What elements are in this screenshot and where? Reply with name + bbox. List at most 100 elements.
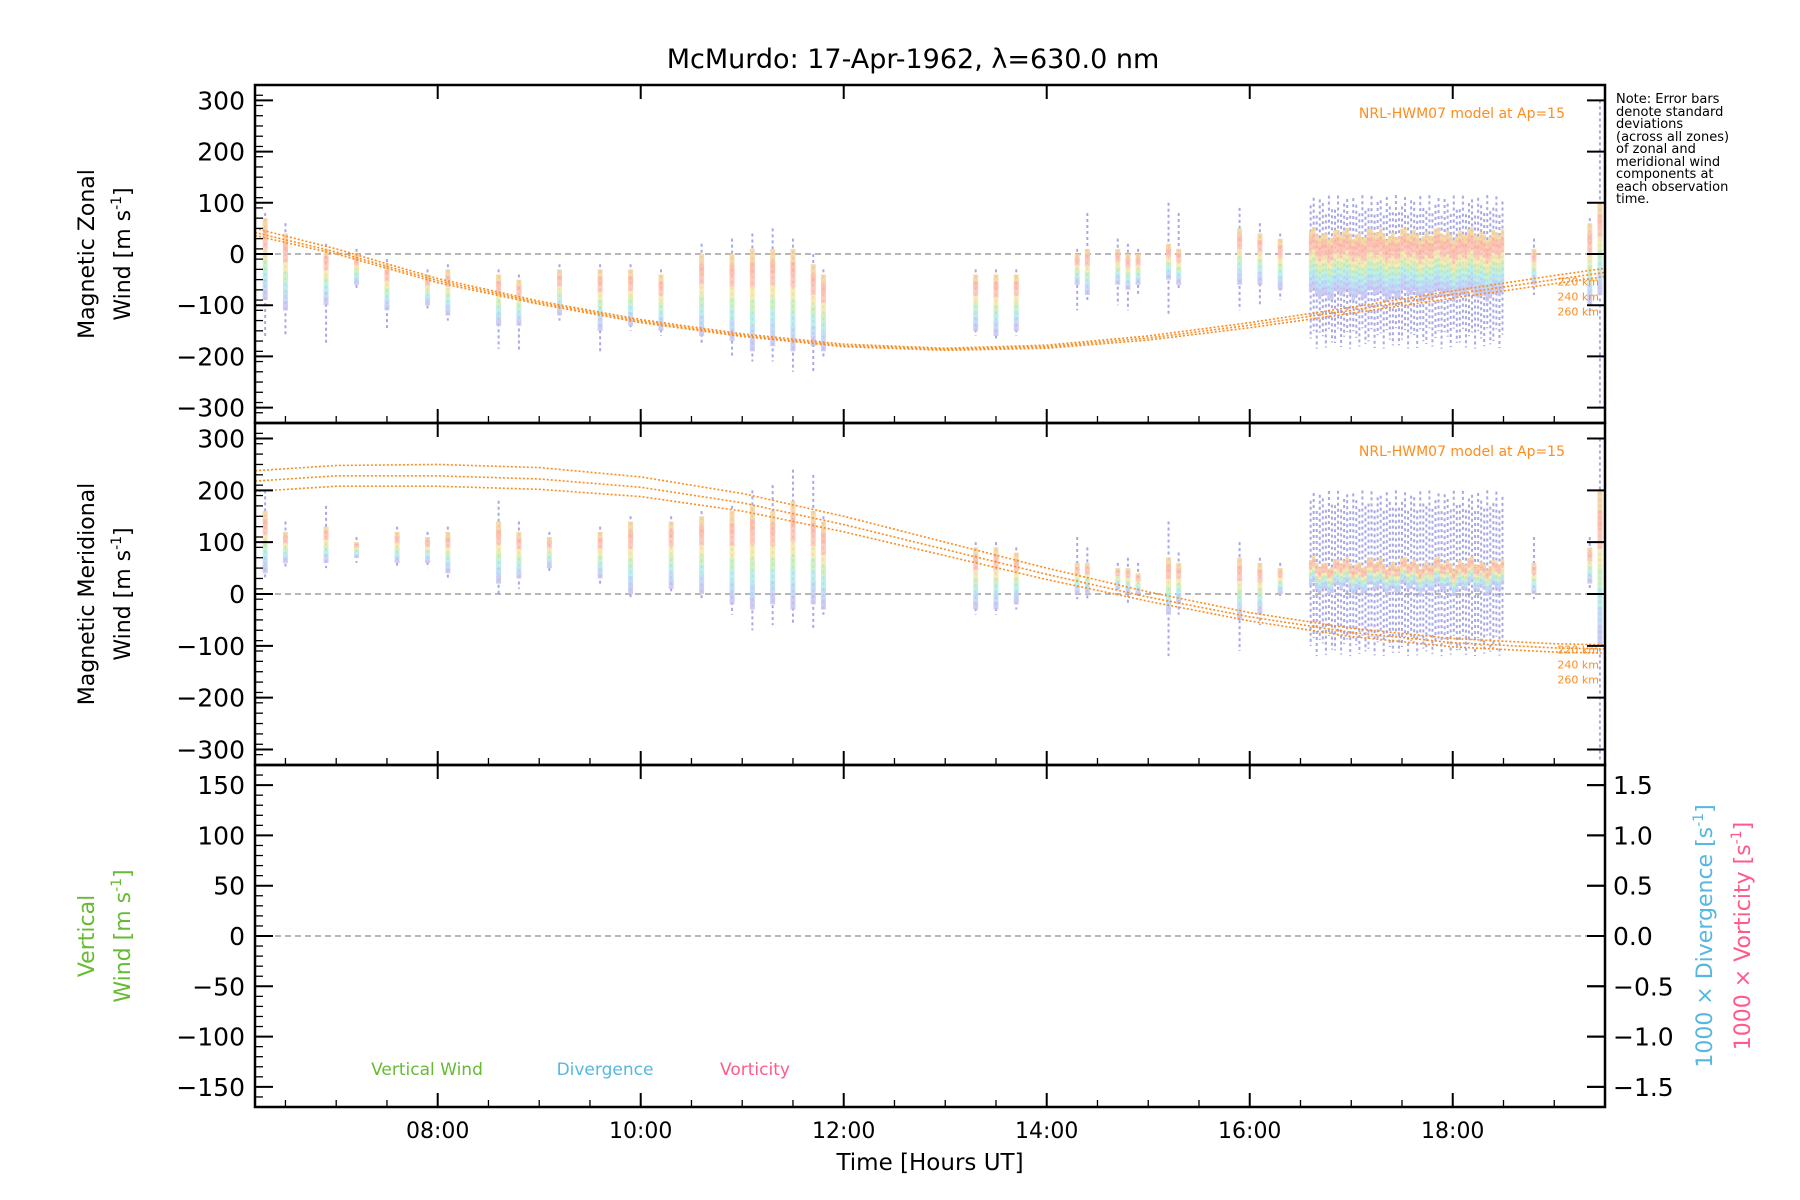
observation-segment	[1351, 277, 1356, 286]
observation-segment	[394, 531, 400, 536]
observation-segment	[425, 556, 431, 560]
y2-axis-label-vorticity: 1000 × Vorticity [s-1]	[1729, 822, 1756, 1050]
observation-segment	[1427, 258, 1432, 267]
observation-segment	[1372, 257, 1377, 265]
observation-segment	[820, 554, 826, 566]
observation-segment	[1421, 565, 1426, 569]
observation-segment	[749, 325, 755, 339]
observation-segment	[1324, 582, 1328, 586]
observation-segment	[354, 549, 360, 552]
observation-segment	[1388, 289, 1392, 298]
observation-segment	[1333, 245, 1337, 253]
observation-segment	[1125, 285, 1131, 290]
observation-segment	[1430, 258, 1435, 267]
observation-segment	[496, 552, 502, 561]
observation-segment	[1318, 268, 1322, 277]
observation-segment	[1479, 262, 1483, 271]
observation-segment	[1442, 250, 1447, 258]
observation-segment	[1587, 284, 1593, 295]
observation-segment	[770, 285, 776, 298]
observation-segment	[1400, 567, 1404, 572]
observation-segment	[1314, 585, 1319, 589]
observation-segment	[810, 569, 816, 582]
observation-segment	[628, 297, 634, 305]
observation-segment	[1421, 251, 1426, 260]
observation-segment	[1391, 561, 1395, 565]
observation-segment	[1455, 244, 1459, 252]
observation-segment	[1482, 288, 1486, 296]
observation-segment	[1176, 257, 1182, 263]
observation-segment	[1433, 251, 1438, 260]
observation-segment	[1391, 270, 1395, 279]
observation-segment	[1491, 237, 1496, 246]
observation-segment	[1531, 271, 1537, 276]
observation-segment	[1494, 255, 1499, 263]
observation-segment	[1357, 578, 1362, 582]
observation-segment	[1125, 280, 1131, 286]
observation-segment	[496, 293, 502, 301]
observation-segment	[1452, 579, 1456, 584]
observation-segment	[1339, 586, 1343, 590]
observation-segment	[1400, 282, 1404, 291]
observation-segment	[1308, 563, 1313, 567]
observation-segment	[1485, 278, 1490, 287]
observation-segment	[1461, 241, 1465, 250]
model-label: NRL-HWM07 model at Ap=15	[1359, 106, 1565, 122]
observation-segment	[557, 298, 563, 304]
observation-segment	[1360, 567, 1365, 571]
observation-segment	[1327, 584, 1331, 589]
observation-segment	[1391, 232, 1395, 241]
observation-segment	[1369, 577, 1374, 581]
observation-segment	[1442, 265, 1447, 274]
observation-segment	[1473, 242, 1477, 250]
observation-segment	[658, 288, 664, 296]
observation-segment	[1445, 560, 1450, 564]
observation-segment	[1587, 294, 1593, 306]
observation-segment	[282, 551, 288, 556]
observation-segment	[1314, 271, 1319, 280]
observation-segment	[770, 248, 776, 262]
observation-segment	[1400, 259, 1404, 268]
observation-segment	[1439, 234, 1444, 242]
observation-segment	[1409, 248, 1413, 257]
observation-segment	[1314, 241, 1319, 249]
observation-segment	[1403, 579, 1407, 584]
observation-segment	[1176, 562, 1182, 569]
observation-segment	[1360, 577, 1365, 581]
observation-segment	[425, 278, 431, 283]
observation-segment	[973, 570, 979, 579]
observation-segment	[1351, 571, 1356, 576]
observation-segment	[790, 568, 796, 583]
observation-segment	[668, 563, 674, 572]
observation-segment	[1476, 575, 1480, 579]
observation-segment	[1311, 249, 1316, 258]
observation-segment	[1485, 294, 1490, 302]
observation-segment	[1442, 586, 1447, 591]
observation-segment	[1388, 584, 1392, 588]
observation-segment	[1354, 257, 1359, 266]
observation-segment	[1318, 238, 1322, 246]
observation-segment	[1354, 242, 1359, 251]
observation-segment	[1277, 283, 1283, 290]
observation-segment	[1445, 276, 1450, 285]
observation-segment	[323, 553, 329, 559]
observation-segment	[1372, 563, 1377, 567]
observation-segment	[1485, 255, 1490, 264]
observation-segment	[384, 281, 390, 288]
y-tick-label: −200	[176, 342, 245, 371]
observation-segment	[1363, 585, 1368, 590]
observation-segment	[1476, 290, 1480, 298]
observation-segment	[425, 301, 431, 306]
observation-segment	[790, 300, 796, 313]
observation-segment	[1348, 249, 1352, 257]
observation-segment	[1375, 262, 1380, 271]
observation-segment	[1406, 287, 1410, 296]
observation-segment	[1391, 584, 1395, 588]
observation-segment	[1351, 578, 1356, 582]
observation-segment	[749, 570, 755, 584]
observation-segment	[1452, 570, 1456, 574]
observation-segment	[262, 269, 268, 280]
observation-segment	[1479, 574, 1483, 578]
observation-segment	[1354, 573, 1359, 578]
